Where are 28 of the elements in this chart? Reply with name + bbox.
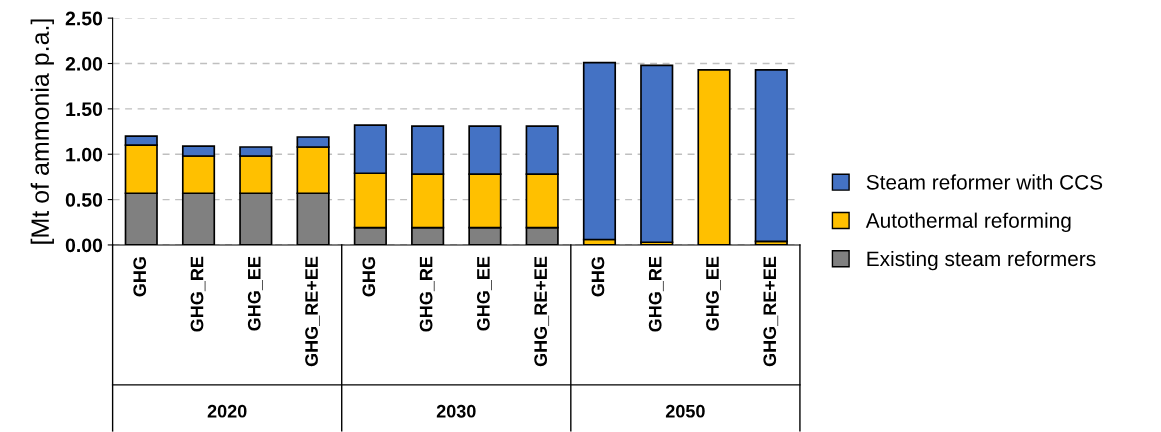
y-tick-label: 2.50 [65,11,103,26]
y-tick-label: 0.50 [65,193,103,207]
bar [640,64,674,244]
y-axis-title: [Mt of ammonia p.a.] [30,19,54,244]
x-tick-label: GHG_EE [247,256,263,331]
text: 2050 [665,404,705,418]
y-tick-label: 1.00 [66,147,103,162]
x-tick-label: GHG [362,257,376,297]
legend-label: Steam reformer with CCS [866,174,1103,190]
bar [754,69,788,243]
x-tick-label: GHG_EE [706,256,721,331]
x-tick-label: GHG_RE+EE [534,256,550,367]
x-tick-label: GHG_RE [648,256,664,332]
x-tick-label: GHG_EE [476,256,492,331]
bar [582,61,617,241]
y-tick-label: 2.00 [65,56,103,71]
text: 2030 [436,404,476,418]
x-tick-label: GHG [133,257,147,297]
x-tick-label: GHG_RE+EE [763,256,779,367]
x-tick-label: GHG_RE [419,256,435,332]
y-tick-label: 1.50 [66,102,103,117]
y-tick-label: 0.00 [65,238,103,253]
x-tick-label: GHG_RE+EE [305,256,320,367]
x-tick-label: GHG [591,257,605,297]
text: 2020 [207,404,247,418]
x-tick-label: GHG_RE [190,256,206,332]
legend-label: Autothermal reforming [865,212,1071,233]
legend-label: Existing steam reformers [867,250,1096,271]
